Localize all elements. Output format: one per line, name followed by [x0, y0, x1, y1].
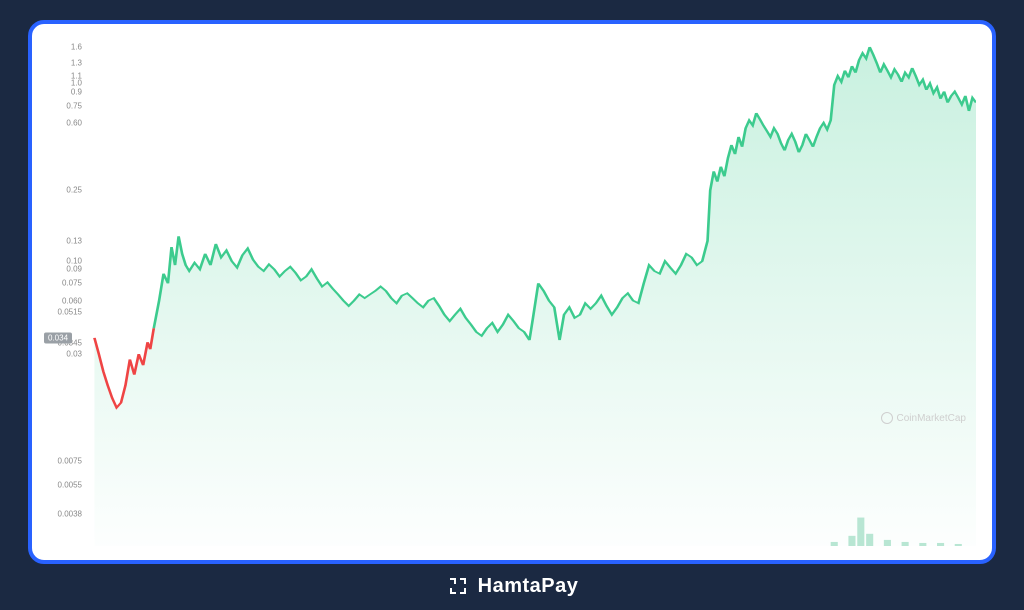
y-axis-label: 1.6 — [48, 43, 82, 52]
chart-frame: 1.6 1.3 1.11.00.9 0.75 0.60 0.25 0.13 0.100.09 0… — [28, 20, 996, 564]
volume-bar — [848, 536, 855, 546]
y-axis-label: 0.0055 — [48, 481, 82, 490]
brand-name: HamtaPay — [478, 575, 579, 598]
y-axis: 1.6 1.3 1.11.00.9 0.75 0.60 0.25 0.13 0.100.09 0… — [48, 38, 88, 546]
brand-logo-icon — [446, 574, 470, 598]
current-price-value: 0.034 — [48, 333, 68, 342]
volume-bar — [937, 543, 944, 546]
volume-bar — [831, 542, 838, 546]
volume-bar — [866, 534, 873, 546]
y-axis-label: 0.10 — [48, 257, 82, 266]
y-axis-label: 0.0075 — [48, 457, 82, 466]
volume-bar — [955, 544, 962, 546]
y-axis-label: 0.75 — [48, 101, 82, 110]
volume-bar — [919, 543, 926, 546]
brand-footer: HamtaPay — [446, 574, 579, 598]
volume-bar — [857, 518, 864, 546]
y-axis-label: 0.13 — [48, 236, 82, 245]
price-chart-svg — [90, 38, 976, 546]
volume-bar — [902, 542, 909, 546]
chart-inner: 1.6 1.3 1.11.00.9 0.75 0.60 0.25 0.13 0.100.09 0… — [40, 38, 984, 546]
y-axis-label: 0.0515 — [48, 308, 82, 317]
y-axis-label: 1.0 — [48, 79, 82, 88]
current-price-badge: 0.034 — [44, 332, 72, 343]
y-axis-label: 0.60 — [48, 118, 82, 127]
y-axis-label: 0.060 — [48, 296, 82, 305]
y-axis-label: 1.1 — [48, 72, 82, 81]
y-axis-label: 0.03 — [48, 350, 82, 359]
y-axis-label: 1.3 — [48, 59, 82, 68]
volume-bar — [884, 540, 891, 546]
y-axis-label: 0.0038 — [48, 509, 82, 518]
y-axis-label: 0.9 — [48, 87, 82, 96]
y-axis-label: 0.09 — [48, 265, 82, 274]
plot-area[interactable] — [90, 38, 976, 546]
page-container: 1.6 1.3 1.11.00.9 0.75 0.60 0.25 0.13 0.100.09 0… — [0, 0, 1024, 610]
y-axis-label: 0.25 — [48, 186, 82, 195]
y-axis-label: 0.075 — [48, 279, 82, 288]
